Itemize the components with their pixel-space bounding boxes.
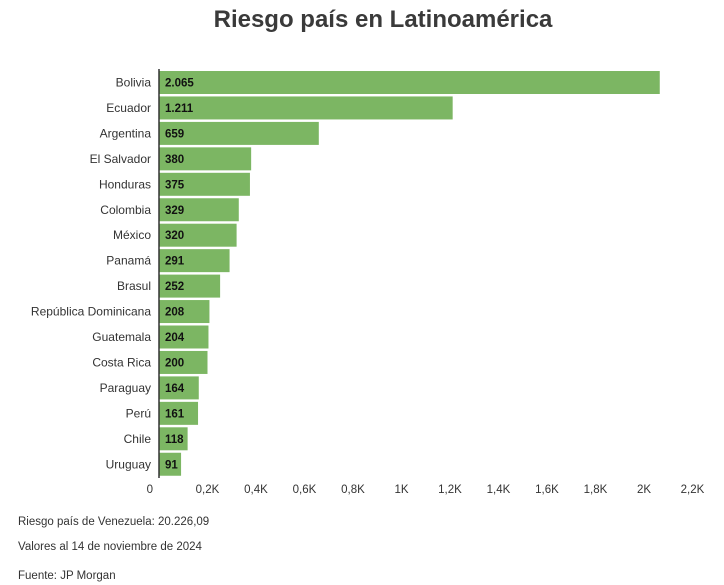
venezuela-note: Riesgo país de Venezuela: 20.226,09 [18, 516, 210, 528]
category-label: Uruguay [106, 457, 151, 471]
bar-méxico [159, 223, 237, 247]
category-label: Paraguay [100, 381, 151, 395]
bar-el-salvador [159, 147, 252, 171]
category-label: Honduras [99, 177, 151, 191]
x-tick-label: 0,8K [341, 484, 365, 496]
bar-paraguay [159, 376, 199, 400]
category-label: Ecuador [106, 101, 151, 115]
x-tick-label: 1,2K [438, 484, 462, 496]
value-label: 375 [165, 179, 185, 191]
category-label: Guatemala [92, 330, 151, 344]
bar-honduras [159, 172, 250, 196]
x-tick-label: 0 [147, 484, 153, 496]
bar-panamá [159, 249, 230, 273]
category-label: República Dominicana [31, 305, 151, 319]
value-label: 200 [165, 357, 184, 369]
x-tick-label: 2,2K [681, 484, 705, 496]
value-label: 659 [165, 128, 184, 140]
value-label: 291 [165, 256, 185, 268]
bar-guatemala [159, 325, 209, 349]
category-label: Panamá [106, 254, 151, 268]
x-tick-label: 1,6K [535, 484, 559, 496]
category-label: México [113, 228, 151, 242]
value-label: 118 [165, 434, 184, 446]
value-label: 380 [165, 154, 184, 166]
x-tick-label: 1,8K [584, 484, 608, 496]
bar-chart: Bolivia 2.065 Ecuador 1.211 Argentina 659 El S… [31, 69, 705, 496]
value-label: 161 [165, 408, 185, 420]
bar-perú [159, 401, 199, 425]
value-label: 204 [165, 332, 185, 344]
date-note: Valores al 14 de noviembre de 2024 [18, 541, 202, 553]
category-label: Costa Rica [92, 355, 151, 369]
bar-ecuador [159, 96, 453, 120]
bar-república-dominicana [159, 300, 210, 324]
value-label: 164 [165, 383, 185, 395]
value-label: 208 [165, 307, 185, 319]
x-tick-label: 1,4K [487, 484, 511, 496]
value-label: 252 [165, 281, 184, 293]
value-label: 2.065 [165, 78, 194, 90]
x-axis: 0 0,2K 0,4K 0,6K 0,8K 1K 1,2K 1,4K 1,6K 1,8K 2K 2,2… [147, 69, 705, 496]
bar-brasul [159, 274, 221, 298]
bar-uruguay [159, 452, 182, 476]
category-label: Brasul [117, 279, 151, 293]
category-label: Chile [124, 432, 152, 446]
x-tick-label: 2K [637, 484, 651, 496]
category-label: Colombia [100, 203, 151, 217]
source-note: Fuente: JP Morgan [18, 570, 116, 582]
bar-argentina [159, 121, 319, 145]
value-label: 91 [165, 459, 178, 471]
bar-costa-rica [159, 350, 208, 374]
labels-layer: Bolivia 2.065 Ecuador 1.211 Argentina 659 El S… [31, 76, 194, 472]
x-tick-label: 0,4K [244, 484, 268, 496]
category-label: Bolivia [116, 76, 152, 90]
value-label: 1.211 [165, 103, 194, 115]
value-label: 320 [165, 230, 184, 242]
category-label: Perú [126, 406, 151, 420]
bar-chile [159, 427, 188, 451]
bar-bolivia [159, 71, 660, 94]
x-tick-label: 0,6K [293, 484, 317, 496]
bars-layer [159, 71, 660, 476]
x-tick-label: 0,2K [196, 484, 220, 496]
x-tick-label: 1K [394, 484, 408, 496]
bar-colombia [159, 198, 239, 222]
category-label: El Salvador [90, 152, 151, 166]
chart-title: Riesgo país en Latinoamérica [213, 6, 553, 33]
value-label: 329 [165, 205, 184, 217]
category-label: Argentina [100, 126, 152, 140]
